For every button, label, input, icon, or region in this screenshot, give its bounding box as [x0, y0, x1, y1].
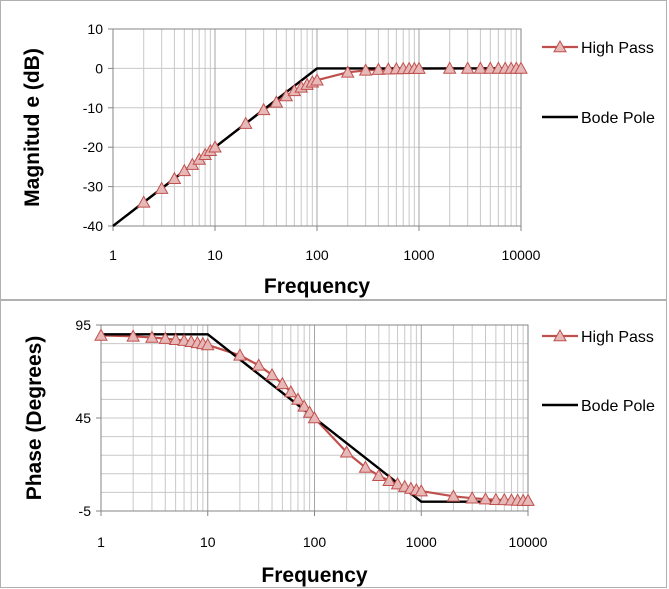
data-point-high-pass — [253, 359, 265, 370]
x-axis-title: Frequency — [264, 275, 371, 298]
phase-chart: 95 45 -5 1 10 100 1000 10000 Frequency Phase (Deg… — [1, 301, 668, 589]
y-tick-label: -20 — [83, 139, 103, 155]
y-tick-label: -10 — [83, 100, 103, 116]
y-tick-label: 95 — [75, 317, 91, 333]
x-tick-label: 10 — [207, 247, 223, 263]
series-line-high-pass — [144, 68, 521, 202]
legend-label-bode-pole: Bode Pole — [581, 398, 655, 415]
legend-label-bode-pole: Bode Pole — [581, 110, 655, 127]
y-tick-label: -40 — [83, 218, 103, 234]
y-tick-label: -30 — [83, 179, 103, 195]
legend-label-high-pass: High Pass — [581, 40, 654, 57]
y-tick-label: 0 — [95, 60, 103, 76]
x-tick-label: 1 — [109, 247, 117, 263]
y-axis-title: Magnitud e (dB) — [21, 48, 44, 207]
x-tick-label: 10 — [200, 534, 216, 550]
x-tick-label: 1000 — [406, 534, 437, 550]
y-tick-label: -5 — [79, 503, 92, 519]
x-tick-label: 10000 — [509, 534, 548, 550]
x-tick-label: 1 — [97, 534, 105, 550]
phase-chart-panel: 95 45 -5 1 10 100 1000 10000 Frequency Phase (Deg… — [0, 300, 667, 588]
x-axis-title: Frequency — [261, 564, 368, 587]
y-axis-title: Phase (Degrees) — [23, 336, 46, 501]
data-point-high-pass — [266, 369, 278, 380]
magnitude-chart: 100-10-20-30-401 10 100 1000 10000FrequencyM… — [1, 1, 668, 301]
legend-label-high-pass: High Pass — [581, 329, 654, 346]
y-tick-label: 10 — [87, 21, 103, 37]
magnitude-chart-panel: 10 0 -10 -20 -30 -40 1 10 100 1000 10000 Frequency M… — [0, 0, 667, 300]
x-tick-label: 100 — [305, 247, 329, 263]
x-tick-label: 10000 — [502, 247, 541, 263]
x-tick-label: 1000 — [403, 247, 434, 263]
y-tick-label: 45 — [75, 410, 91, 426]
x-tick-label: 100 — [303, 534, 327, 550]
